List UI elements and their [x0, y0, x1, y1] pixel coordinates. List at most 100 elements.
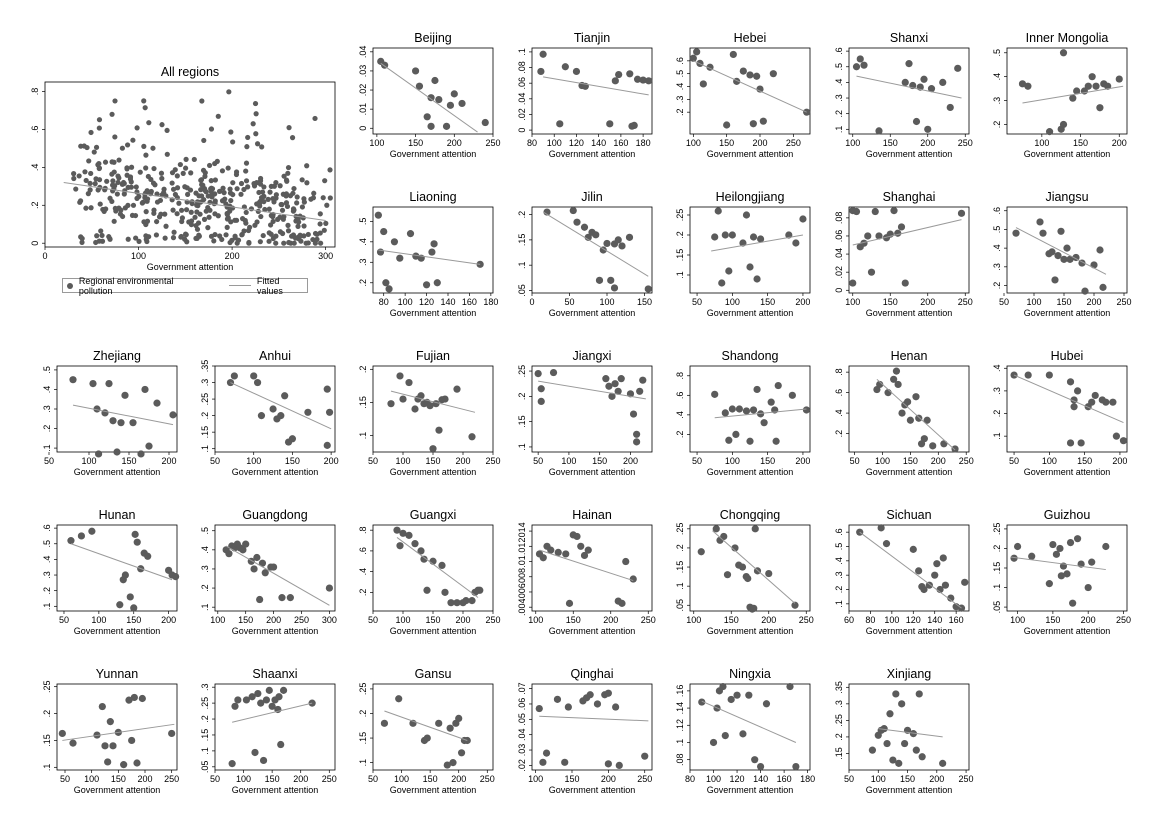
- data-point: [399, 395, 407, 403]
- data-point: [905, 60, 913, 68]
- data-point: [915, 414, 923, 422]
- data-point: [170, 235, 177, 241]
- data-point: [109, 159, 115, 165]
- panel-title: Shaanxi: [252, 667, 297, 681]
- y-tick-label: .8: [358, 526, 368, 534]
- panel-all-regions: All regions 0 100 200 300 0 .2 .4 .6 .8 Government…: [30, 65, 336, 272]
- data-point: [749, 233, 758, 241]
- data-point: [884, 389, 892, 397]
- x-tick-label: 250: [641, 615, 656, 625]
- data-point: [426, 402, 434, 410]
- y-tick-label: .4: [358, 238, 368, 246]
- panel-title: Tianjin: [574, 31, 610, 45]
- data-point: [898, 409, 906, 417]
- data-point: [325, 408, 334, 416]
- data-point: [225, 165, 231, 171]
- data-point: [202, 187, 208, 193]
- data-point: [268, 702, 276, 710]
- data-point: [751, 756, 759, 764]
- x-tick-label: 50: [844, 774, 854, 784]
- data-point: [314, 236, 320, 242]
- data-point: [852, 63, 861, 71]
- data-point: [142, 105, 148, 111]
- data-point: [446, 724, 454, 732]
- y-tick-label: .6: [42, 524, 52, 532]
- data-point: [539, 758, 547, 766]
- data-point: [228, 197, 234, 204]
- y-tick-label: .25: [358, 683, 368, 696]
- data-point: [586, 691, 594, 699]
- data-point: [390, 238, 399, 246]
- data-point: [441, 588, 449, 596]
- data-point: [281, 173, 287, 179]
- data-point: [202, 173, 208, 179]
- data-point: [428, 248, 436, 256]
- panel-gansu: Gansu 50 100 150 200 250 .1 .15 .2 .25 Government …: [358, 667, 495, 795]
- x-tick-label: 100: [528, 615, 543, 625]
- data-point: [114, 191, 120, 197]
- data-point: [277, 214, 283, 220]
- data-point: [577, 542, 585, 550]
- data-point: [711, 233, 719, 241]
- y-tick-label: .35: [834, 681, 844, 694]
- data-point: [1048, 248, 1056, 256]
- data-point: [920, 435, 928, 443]
- data-point: [562, 550, 570, 558]
- data-point: [188, 221, 195, 228]
- data-point: [172, 573, 180, 581]
- x-tick-label: 150: [900, 774, 915, 784]
- data-point: [205, 225, 211, 231]
- data-point: [1018, 80, 1027, 88]
- data-point: [217, 233, 223, 239]
- x-tick-label: 150: [637, 297, 652, 307]
- data-point: [239, 546, 247, 554]
- data-point: [284, 178, 290, 184]
- x-tick-label: 50: [564, 297, 574, 307]
- data-point: [109, 111, 115, 117]
- x-axis-label: Government attention: [707, 626, 794, 636]
- data-point: [727, 695, 735, 704]
- plot-frame: [848, 365, 970, 453]
- data-point: [792, 762, 800, 771]
- data-point: [198, 177, 205, 183]
- y-tick-label: .1: [200, 445, 210, 453]
- data-point: [124, 165, 130, 171]
- panel-guangxi: Guangxi 50 100 150 200 250 .2 .4 .6 .8 Government …: [358, 508, 501, 636]
- data-point: [892, 690, 900, 698]
- fitted-line: [859, 531, 962, 609]
- data-point: [133, 184, 139, 190]
- y-tick-label: .012: [517, 538, 527, 556]
- data-point: [162, 211, 168, 217]
- data-point: [102, 159, 109, 165]
- data-point: [299, 177, 305, 183]
- data-point: [1091, 391, 1099, 400]
- x-tick-label: 150: [121, 456, 136, 466]
- y-tick-label: .1: [517, 443, 527, 451]
- data-point: [267, 222, 274, 228]
- panel-hainan: Hainan 100 150 200 250 .004.006.008.01.012.01…: [517, 508, 656, 636]
- data-point: [305, 231, 311, 238]
- x-tick-label: 200: [324, 456, 339, 466]
- data-point: [289, 135, 296, 141]
- data-point: [119, 213, 126, 220]
- y-tick-label: .15: [675, 249, 685, 262]
- x-tick-label: 250: [164, 774, 179, 784]
- data-point: [749, 406, 758, 414]
- panel-zhejiang: Zhejiang 50 100 150 200 .1 .2 .3 .4 .5 Government …: [42, 349, 178, 477]
- data-point: [200, 182, 206, 188]
- data-point: [939, 759, 947, 767]
- y-tick-label: .008: [517, 568, 527, 586]
- data-point: [939, 78, 947, 86]
- data-point: [193, 235, 199, 242]
- x-axis-label: Government attention: [1024, 467, 1111, 477]
- data-point: [154, 218, 160, 225]
- data-point: [1066, 378, 1075, 386]
- data-point: [723, 121, 731, 129]
- panel-title: Qinghai: [570, 667, 613, 681]
- data-point: [745, 691, 753, 699]
- x-tick-label: 120: [906, 615, 921, 625]
- panel-title: Henan: [891, 349, 928, 363]
- data-point: [111, 186, 117, 192]
- fitted-line: [543, 76, 649, 96]
- y-tick-label: .2: [675, 544, 685, 552]
